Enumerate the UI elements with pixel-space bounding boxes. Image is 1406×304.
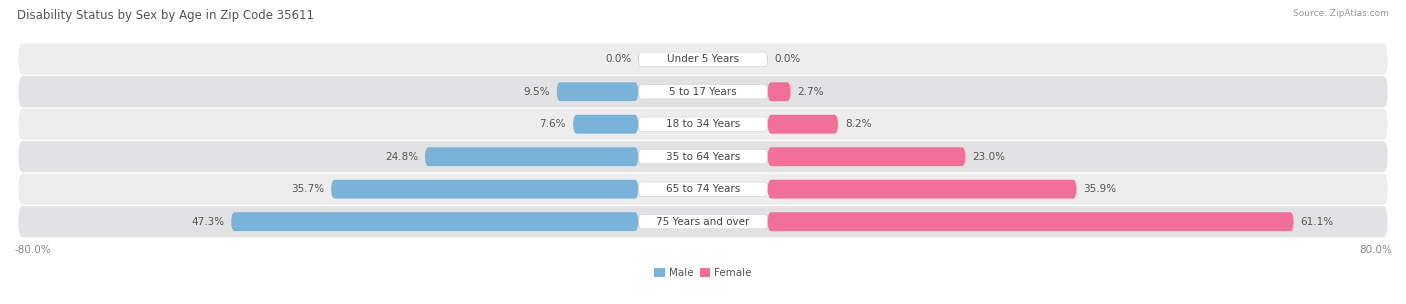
Text: 47.3%: 47.3%	[191, 217, 224, 227]
FancyBboxPatch shape	[18, 76, 1388, 107]
Text: 35.7%: 35.7%	[291, 184, 323, 194]
FancyBboxPatch shape	[768, 180, 1077, 199]
FancyBboxPatch shape	[330, 180, 638, 199]
FancyBboxPatch shape	[768, 147, 966, 166]
Text: 0.0%: 0.0%	[605, 54, 631, 64]
FancyBboxPatch shape	[638, 182, 768, 196]
FancyBboxPatch shape	[638, 85, 768, 99]
FancyBboxPatch shape	[425, 147, 638, 166]
FancyBboxPatch shape	[18, 44, 1388, 75]
Text: 80.0%: 80.0%	[1360, 245, 1392, 255]
Text: 35 to 64 Years: 35 to 64 Years	[666, 152, 740, 162]
Text: -80.0%: -80.0%	[14, 245, 51, 255]
FancyBboxPatch shape	[638, 215, 768, 229]
Text: 5 to 17 Years: 5 to 17 Years	[669, 87, 737, 97]
Text: Source: ZipAtlas.com: Source: ZipAtlas.com	[1294, 9, 1389, 18]
FancyBboxPatch shape	[18, 141, 1388, 172]
FancyBboxPatch shape	[557, 82, 638, 101]
FancyBboxPatch shape	[18, 206, 1388, 237]
Text: 18 to 34 Years: 18 to 34 Years	[666, 119, 740, 129]
FancyBboxPatch shape	[18, 109, 1388, 140]
Text: Disability Status by Sex by Age in Zip Code 35611: Disability Status by Sex by Age in Zip C…	[17, 9, 314, 22]
FancyBboxPatch shape	[768, 82, 790, 101]
Text: 2.7%: 2.7%	[797, 87, 824, 97]
FancyBboxPatch shape	[638, 52, 768, 66]
FancyBboxPatch shape	[574, 115, 638, 134]
Text: Under 5 Years: Under 5 Years	[666, 54, 740, 64]
Legend: Male, Female: Male, Female	[650, 264, 756, 282]
FancyBboxPatch shape	[18, 174, 1388, 205]
FancyBboxPatch shape	[768, 212, 1294, 231]
Text: 23.0%: 23.0%	[973, 152, 1005, 162]
Text: 0.0%: 0.0%	[775, 54, 801, 64]
Text: 24.8%: 24.8%	[385, 152, 418, 162]
Text: 8.2%: 8.2%	[845, 119, 872, 129]
Text: 35.9%: 35.9%	[1084, 184, 1116, 194]
FancyBboxPatch shape	[768, 115, 838, 134]
Text: 65 to 74 Years: 65 to 74 Years	[666, 184, 740, 194]
Text: 75 Years and over: 75 Years and over	[657, 217, 749, 227]
Text: 9.5%: 9.5%	[523, 87, 550, 97]
Text: 7.6%: 7.6%	[540, 119, 567, 129]
FancyBboxPatch shape	[638, 150, 768, 164]
FancyBboxPatch shape	[638, 117, 768, 131]
FancyBboxPatch shape	[231, 212, 638, 231]
Text: 61.1%: 61.1%	[1301, 217, 1334, 227]
